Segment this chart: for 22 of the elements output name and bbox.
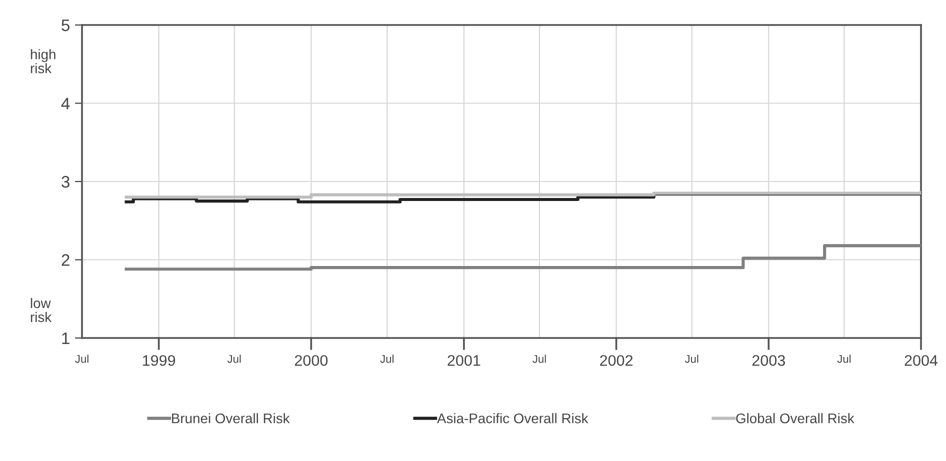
x-tick-label: Jul — [532, 354, 546, 363]
y-tick-label: 4 — [61, 98, 70, 110]
y-tick-label: 2 — [62, 254, 70, 266]
x-tick-label: Jul — [75, 354, 88, 363]
x-tick-label: 2002 — [600, 355, 633, 366]
x-tick-label: 2000 — [294, 355, 328, 366]
legend-label: Asia-Pacific Overall Risk — [437, 413, 588, 424]
legend-label: Brunei Overall Risk — [172, 413, 290, 424]
x-tick-label: 2004 — [904, 355, 938, 366]
x-tick-label: 2003 — [752, 355, 785, 366]
x-tick-label: Jul — [684, 354, 698, 363]
x-tick-label: Jul — [837, 354, 851, 363]
x-tick-label: 1999 — [142, 355, 176, 366]
text: high risk — [30, 49, 56, 74]
x-tick-label: 2001 — [448, 355, 480, 366]
y-tick-label: 3 — [62, 176, 70, 188]
x-tick-label: Jul — [227, 354, 241, 363]
legend-label: Global Overall Risk — [736, 413, 854, 424]
y-tick-label: 1 — [62, 332, 70, 344]
y-tick-label: 5 — [62, 20, 70, 32]
text: low risk — [30, 298, 52, 322]
x-tick-label: Jul — [380, 354, 394, 363]
